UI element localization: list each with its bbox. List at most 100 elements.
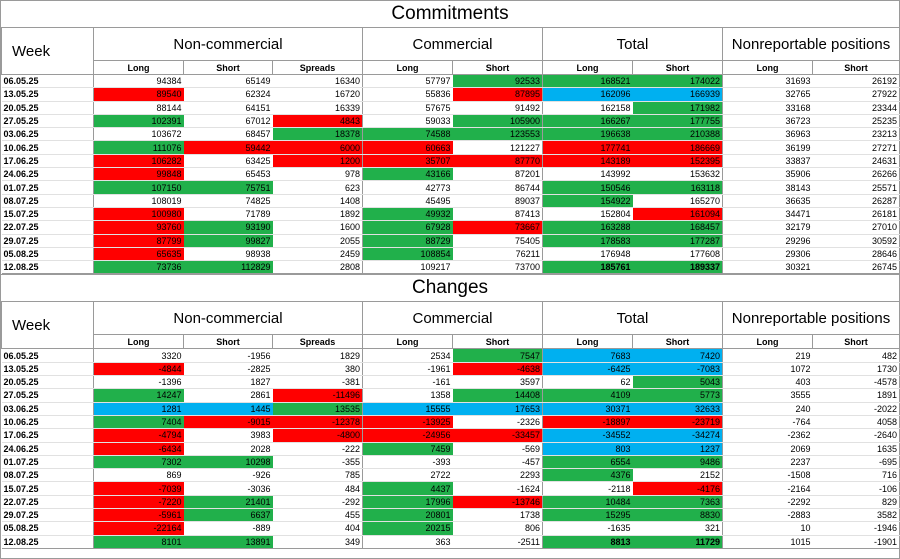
week-cell: 08.07.25 bbox=[1, 194, 94, 208]
value-cell: 2722 bbox=[362, 468, 453, 483]
value-cell: -355 bbox=[272, 455, 363, 470]
column-header: Short bbox=[812, 334, 900, 350]
value-cell: 176948 bbox=[542, 247, 633, 262]
value-cell: 23344 bbox=[812, 101, 900, 115]
column-header: Long bbox=[362, 334, 453, 350]
value-cell: 45495 bbox=[362, 194, 453, 208]
value-cell: 31693 bbox=[722, 74, 813, 89]
value-cell: 27922 bbox=[812, 87, 900, 102]
value-cell: 623 bbox=[272, 180, 363, 195]
week-cell: 03.06.25 bbox=[1, 402, 94, 416]
column-header: Short bbox=[451, 60, 544, 75]
value-cell: -6434 bbox=[93, 442, 184, 456]
value-cell: 177741 bbox=[542, 140, 633, 155]
value-cell: 978 bbox=[272, 167, 363, 182]
data-table: Week Non-commercial Commercial Total Nonrepo… bbox=[1, 302, 900, 549]
value-cell: 29296 bbox=[722, 234, 813, 248]
week-cell: 03.06.25 bbox=[1, 127, 94, 142]
value-cell: 7404 bbox=[93, 415, 184, 430]
value-cell: 36963 bbox=[722, 127, 813, 142]
value-cell: 107150 bbox=[93, 180, 184, 195]
value-cell: 13891 bbox=[183, 535, 273, 549]
value-cell: 150546 bbox=[542, 180, 633, 195]
value-cell: 11729 bbox=[632, 535, 724, 549]
value-cell: 86744 bbox=[452, 180, 544, 195]
column-header: Short bbox=[183, 60, 273, 75]
week-header: Week bbox=[1, 28, 94, 75]
value-cell: 152804 bbox=[542, 207, 633, 222]
week-cell: 12.08.25 bbox=[1, 260, 94, 275]
value-cell: -24956 bbox=[362, 428, 453, 443]
value-cell: 196638 bbox=[542, 127, 633, 142]
table-row: 06.05.25 3320 -1956 1829 2534 7547 7683 7420 219… bbox=[1, 348, 900, 363]
value-cell: 2237 bbox=[722, 455, 813, 470]
table-row: 17.06.25 106282 63425 1200 35707 87770 143189 1… bbox=[1, 154, 900, 169]
value-cell: -161 bbox=[362, 375, 453, 390]
value-cell: 7547 bbox=[452, 348, 544, 363]
value-cell: 482 bbox=[812, 348, 900, 363]
value-cell: 98938 bbox=[183, 247, 273, 262]
week-cell: 06.05.25 bbox=[1, 348, 94, 363]
column-header: Short bbox=[632, 60, 724, 75]
value-cell: 2028 bbox=[183, 442, 273, 456]
table-row: 12.08.25 73736 112829 2808 109217 73700 185761… bbox=[1, 260, 900, 275]
value-cell: -926 bbox=[183, 468, 273, 483]
table-row: 03.06.25 103672 68457 18378 74588 123553 19663… bbox=[1, 127, 900, 142]
value-cell: 62324 bbox=[183, 87, 273, 102]
value-cell: 1829 bbox=[272, 348, 363, 363]
week-cell: 15.07.25 bbox=[1, 481, 94, 496]
value-cell: 2069 bbox=[722, 442, 813, 456]
value-cell: 321 bbox=[632, 521, 724, 536]
value-cell: 57675 bbox=[362, 101, 453, 115]
group-header: Commercial bbox=[361, 302, 544, 336]
value-cell: 89540 bbox=[93, 87, 184, 102]
value-cell: 35707 bbox=[362, 154, 453, 169]
value-cell: 38143 bbox=[722, 180, 813, 195]
value-cell: -695 bbox=[812, 455, 900, 470]
value-cell: 16340 bbox=[272, 74, 363, 89]
value-cell: 93190 bbox=[183, 220, 273, 235]
column-header: Spreads bbox=[272, 334, 363, 350]
value-cell: 32179 bbox=[722, 220, 813, 235]
value-cell: 178583 bbox=[542, 234, 633, 248]
value-cell: 49932 bbox=[362, 207, 453, 222]
value-cell: 76211 bbox=[452, 247, 544, 262]
changes-section: Changes Week Non-commercial Commercial Total… bbox=[1, 274, 900, 549]
value-cell: 1827 bbox=[183, 375, 273, 390]
value-cell: 108854 bbox=[362, 247, 453, 262]
value-cell: -1946 bbox=[812, 521, 900, 536]
column-header: Long bbox=[722, 60, 814, 75]
value-cell: 106282 bbox=[93, 154, 184, 169]
value-cell: 93760 bbox=[93, 220, 184, 235]
value-cell: 73700 bbox=[452, 260, 544, 275]
value-cell: -7083 bbox=[632, 362, 724, 377]
value-cell: -2118 bbox=[542, 481, 633, 496]
value-cell: 59442 bbox=[183, 140, 273, 155]
value-cell: 99848 bbox=[93, 167, 184, 182]
week-cell: 24.06.25 bbox=[1, 442, 94, 456]
table-row: 08.07.25 108019 74825 1408 45495 89037 154922 1… bbox=[1, 194, 900, 208]
value-cell: 16339 bbox=[272, 101, 363, 115]
value-cell: -1961 bbox=[362, 362, 453, 377]
value-cell: 26192 bbox=[812, 74, 900, 89]
week-cell: 13.05.25 bbox=[1, 87, 94, 102]
value-cell: 7420 bbox=[632, 348, 724, 363]
value-cell: 716 bbox=[812, 468, 900, 483]
value-cell: 1408 bbox=[272, 194, 363, 208]
table-row: 08.07.25 869 -926 785 2722 2293 4376 2152 -1508 7… bbox=[1, 468, 900, 483]
value-cell: 404 bbox=[272, 521, 363, 536]
value-cell: -4638 bbox=[452, 362, 544, 377]
value-cell: 380 bbox=[272, 362, 363, 377]
value-cell: 30371 bbox=[542, 402, 633, 416]
table-row: 20.05.25 88144 64151 16339 57675 91492 162158 1… bbox=[1, 101, 900, 115]
value-cell: 2808 bbox=[272, 260, 363, 275]
value-cell: 26745 bbox=[812, 260, 900, 275]
week-cell: 22.07.25 bbox=[1, 220, 94, 235]
value-cell: -222 bbox=[272, 442, 363, 456]
value-cell: -393 bbox=[362, 455, 453, 470]
table-row: 29.07.25 87799 99827 2055 88729 75405 178583 17… bbox=[1, 234, 900, 248]
value-cell: -18897 bbox=[542, 415, 633, 430]
value-cell: 162158 bbox=[542, 101, 633, 115]
column-header: Short bbox=[183, 334, 273, 350]
